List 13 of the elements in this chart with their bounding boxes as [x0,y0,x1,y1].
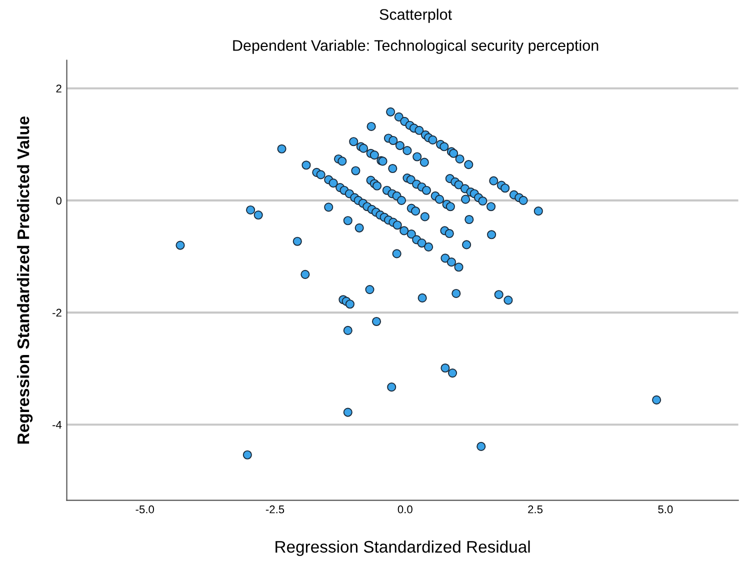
y-tick-label: -4 [52,420,62,429]
x-tick-label: 0.0 [398,505,412,514]
x-tick-label: 2.5 [528,505,543,514]
y-axis-title: Regression Standardized Predicted Value [16,116,33,444]
x-tick-label: -2.5 [266,505,284,514]
x-tick-label: -5.0 [136,505,154,514]
x-axis-title: Regression Standardized Residual [276,540,530,556]
chart-title: Scatterplot [380,8,452,23]
y-tick-label: 0 [56,196,62,205]
x-tick-label: 5.0 [658,505,673,514]
y-tick-label: -2 [52,308,62,317]
chart-subtitle: Dependent Variable: Technological security perception [233,40,598,54]
y-tick-label: 2 [56,84,62,92]
